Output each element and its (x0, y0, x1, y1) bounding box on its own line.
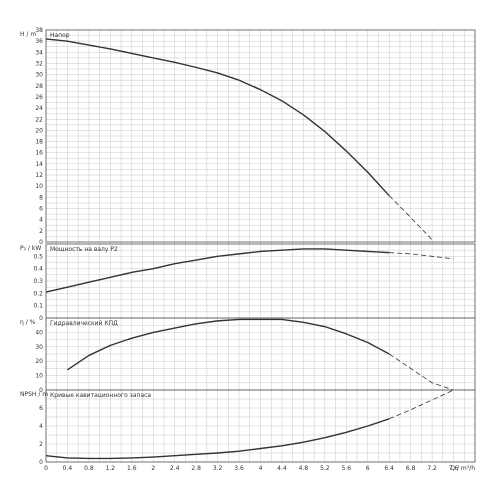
x-tick-label: 4 (259, 465, 263, 472)
y-tick-label-head: 6 (39, 206, 43, 213)
y-tick-label-power: 0.5 (33, 253, 43, 260)
y-tick-label-head: 34 (35, 49, 43, 56)
y-axis-label-power: P₂ / kW (20, 245, 41, 252)
y-tick-label-power: 0.3 (33, 278, 43, 285)
curve-dashed-efficiency (388, 353, 454, 391)
x-tick-label: 0.8 (84, 465, 94, 472)
panel-frame-head (45, 29, 476, 243)
curve-solid-npsh (45, 418, 390, 460)
x-axis-label: Q / m³/h (450, 465, 475, 472)
y-tick-label-head: 24 (35, 105, 43, 112)
y-tick-label-npsh: 4 (39, 423, 43, 430)
curve-dashed-npsh (389, 389, 454, 420)
x-tick-label: 0.4 (63, 465, 73, 472)
y-tick-label-head: 14 (35, 161, 43, 168)
curve-solid-head (45, 38, 390, 197)
y-tick-label-head: 2 (39, 228, 43, 235)
curve-solid-power (45, 248, 390, 293)
x-tick-label: 4.4 (277, 465, 287, 472)
y-tick-label-efficiency: 40 (35, 329, 43, 336)
y-tick-label-head: 0 (39, 239, 43, 246)
x-tick-label: 4.8 (299, 465, 309, 472)
y-tick-label-power: 0.1 (33, 303, 43, 310)
panel-title-efficiency: Гидравлический КПД (50, 320, 118, 327)
panel-title-head: Напор (50, 32, 70, 39)
x-tick-label: 2.4 (170, 465, 180, 472)
y-tick-label-head: 12 (35, 172, 43, 179)
y-tick-label-efficiency: 0 (39, 387, 43, 394)
y-tick-label-power: 0.2 (33, 290, 43, 297)
y-tick-label-efficiency: 30 (35, 344, 43, 351)
y-tick-label-head: 32 (35, 60, 43, 67)
x-tick-label: 6.8 (406, 465, 416, 472)
curve-dashed-head (388, 195, 433, 241)
x-tick-label: 2 (151, 465, 155, 472)
y-axis-label-npsh: NPSH / m (20, 391, 48, 398)
curve-dashed-power (389, 252, 454, 260)
y-tick-label-head: 22 (35, 116, 43, 123)
y-tick-label-head: 36 (35, 38, 43, 45)
y-tick-label-power: 0.4 (33, 266, 43, 273)
y-tick-label-head: 20 (35, 127, 43, 134)
y-tick-label-head: 30 (35, 72, 43, 79)
y-tick-label-head: 16 (35, 150, 43, 157)
x-tick-label: 3.2 (213, 465, 223, 472)
panel-frame-npsh (45, 389, 476, 463)
y-tick-label-head: 28 (35, 83, 43, 90)
y-tick-label-npsh: 2 (39, 441, 43, 448)
x-tick-label: 7.6 (449, 465, 459, 472)
y-axis-label-efficiency: η / % (20, 319, 36, 326)
x-tick-label: 2.8 (191, 465, 201, 472)
y-tick-label-head: 4 (39, 217, 43, 224)
x-tick-label: 3.6 (234, 465, 244, 472)
x-tick-label: 5.2 (320, 465, 330, 472)
x-tick-label: 6 (366, 465, 370, 472)
x-tick-label: 1.2 (106, 465, 116, 472)
curve-solid-efficiency (67, 318, 390, 371)
panel-title-power: Мощность на валу P2 (50, 246, 118, 253)
x-tick-label: 1.6 (127, 465, 137, 472)
y-tick-label-npsh: 0 (39, 459, 43, 466)
y-tick-label-power: 0 (39, 315, 43, 322)
y-axis-label-head: H / m (20, 31, 36, 38)
y-tick-label-head: 18 (35, 139, 43, 146)
x-tick-label: 5.6 (342, 465, 352, 472)
y-tick-label-head: 26 (35, 94, 43, 101)
y-tick-label-efficiency: 20 (35, 358, 43, 365)
x-tick-label: 7.2 (427, 465, 437, 472)
y-tick-label-npsh: 6 (39, 405, 43, 412)
y-tick-label-head: 10 (35, 183, 43, 190)
y-tick-label-head: 8 (39, 194, 43, 201)
x-tick-label: 6.4 (384, 465, 394, 472)
y-tick-label-efficiency: 10 (35, 373, 43, 380)
y-tick-label-head: 38 (35, 27, 43, 34)
panel-title-npsh: Кривые кавитационного запаса (50, 392, 151, 399)
x-tick-label: 0 (44, 465, 48, 472)
